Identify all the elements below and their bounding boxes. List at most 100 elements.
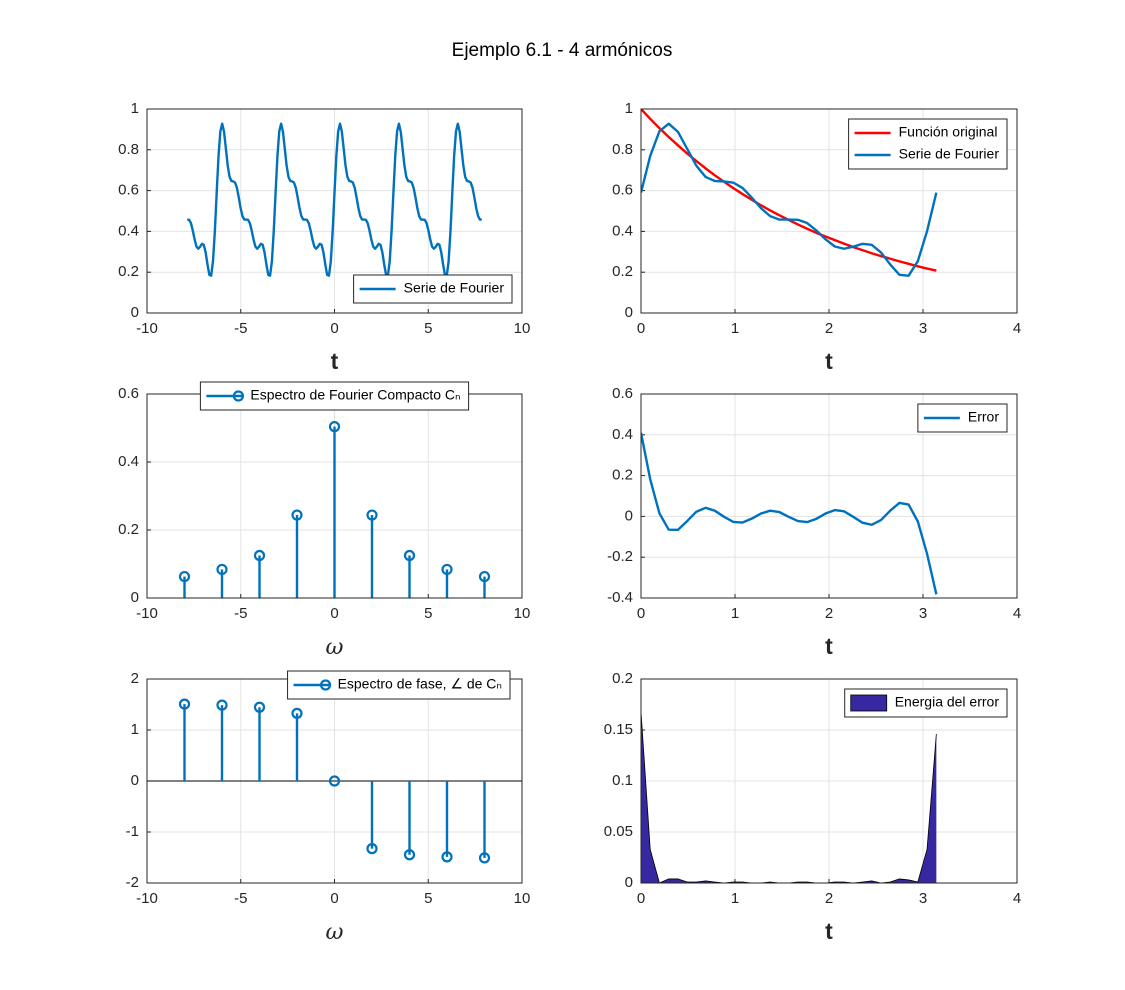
x-axis-label: t xyxy=(825,633,833,659)
y-tick-label: 0.2 xyxy=(612,670,633,687)
stem-marker xyxy=(328,775,341,787)
plot-layer xyxy=(187,122,482,277)
legend-label: Error xyxy=(968,409,999,425)
plot-layer xyxy=(147,698,522,864)
y-tick-label: 0.6 xyxy=(612,385,633,402)
legend-marker xyxy=(232,390,244,402)
x-axis-label: ω xyxy=(326,635,344,660)
plot-layer xyxy=(641,109,938,277)
line xyxy=(187,122,482,277)
y-tick-label: 0.4 xyxy=(612,222,633,239)
axes: 0 1 2 3 4 0 0.05 0.1 0.15 0.2 t Energia del error xyxy=(604,670,1021,944)
legend: Serie de Fourier xyxy=(353,274,513,304)
y-tick-label: 0.8 xyxy=(612,141,633,158)
plot-layer xyxy=(147,421,522,598)
x-tick-label: 1 xyxy=(731,890,739,907)
legend: Error xyxy=(917,403,1008,433)
stem-marker xyxy=(366,843,378,855)
x-axis-label: t xyxy=(331,348,339,374)
figure-title: Ejemplo 6.1 - 4 armónicos xyxy=(452,40,673,61)
legend-label: Serie de Fourier xyxy=(404,280,505,296)
legend: Espectro de fase, ∠ de Cₙ xyxy=(287,670,511,700)
y-tick-label: 0.4 xyxy=(118,453,139,470)
axes-frame xyxy=(146,108,523,314)
y-tick-label: 0 xyxy=(131,589,139,606)
x-tick-label: 10 xyxy=(514,320,531,337)
y-tick-label: 0.1 xyxy=(612,772,633,789)
x-tick-label: 1 xyxy=(731,605,739,622)
axes-frame xyxy=(640,108,1018,314)
x-tick-label: 5 xyxy=(424,320,432,337)
x-tick-label: 2 xyxy=(825,320,833,337)
stem-marker xyxy=(253,549,266,562)
stem-marker xyxy=(403,849,416,861)
x-tick-label: -10 xyxy=(136,890,158,907)
x-tick-label: -10 xyxy=(136,605,158,622)
x-tick-label: 2 xyxy=(825,890,833,907)
y-tick-label: 0 xyxy=(625,507,633,524)
y-tick-label: 1 xyxy=(625,100,633,117)
stem-marker xyxy=(291,707,303,719)
legend-label: Espectro de Fourier Compacto Cₙ xyxy=(250,387,460,403)
y-tick-label: 0.2 xyxy=(612,263,633,280)
y-tick-label: 0.2 xyxy=(612,467,633,484)
stem-marker xyxy=(441,563,453,576)
y-tick-label: 0.6 xyxy=(612,182,633,199)
legend-box xyxy=(199,381,470,411)
stem-marker xyxy=(478,852,491,864)
x-tick-label: -10 xyxy=(136,320,158,337)
stem-marker xyxy=(366,509,378,521)
y-tick-label: 0.2 xyxy=(118,263,139,280)
stem-marker xyxy=(478,570,491,583)
legend-label: Serie de Fourier xyxy=(899,146,1000,162)
x-tick-label: 0 xyxy=(330,890,338,907)
x-tick-label: -5 xyxy=(234,605,247,622)
y-tick-label: 1 xyxy=(131,721,139,738)
y-tick-label: -1 xyxy=(126,823,139,840)
x-tick-label: -5 xyxy=(234,320,247,337)
y-tick-label: 0.6 xyxy=(118,182,139,199)
x-tick-label: 0 xyxy=(330,320,338,337)
y-tick-label: 0 xyxy=(131,304,139,321)
y-tick-label: 0.2 xyxy=(118,521,139,538)
axes: -10 -5 0 5 10 0 0.2 0.4 0.6 0.8 1 t Serie de Fourier xyxy=(118,100,530,374)
legend-label: Espectro de fase, ∠ de Cₙ xyxy=(338,676,502,692)
y-tick-label: 0 xyxy=(131,772,139,789)
legend: Función original Serie de Fourier xyxy=(848,118,1008,170)
line xyxy=(641,432,938,595)
stem-marker xyxy=(291,509,303,521)
stem-marker xyxy=(328,421,341,433)
x-tick-label: 3 xyxy=(919,320,927,337)
axes-frame xyxy=(640,678,1018,884)
y-tick-label: -2 xyxy=(126,874,139,891)
y-tick-label: 0.4 xyxy=(612,426,633,443)
y-tick-label: 0.15 xyxy=(604,721,633,738)
y-tick-label: 2 xyxy=(131,670,139,687)
x-tick-label: 5 xyxy=(424,890,432,907)
y-tick-label: 0.8 xyxy=(118,141,139,158)
y-tick-label: 0.4 xyxy=(118,222,139,239)
x-tick-label: -5 xyxy=(234,890,247,907)
legend-box xyxy=(848,118,1008,170)
legend: Energia del error xyxy=(844,688,1008,718)
x-tick-label: 3 xyxy=(919,890,927,907)
legend-box xyxy=(353,274,513,304)
area-edge xyxy=(641,711,937,883)
y-tick-label: 0.6 xyxy=(118,385,139,402)
stem-marker xyxy=(216,699,228,711)
y-tick-label: 0 xyxy=(625,874,633,891)
stem-marker xyxy=(441,851,453,863)
x-axis-label: t xyxy=(825,348,833,374)
x-tick-label: 1 xyxy=(731,320,739,337)
x-tick-label: 10 xyxy=(514,605,531,622)
legend-label: Energia del error xyxy=(895,694,1000,710)
x-tick-label: 10 xyxy=(514,890,531,907)
line xyxy=(641,122,938,277)
x-axis-label: ω xyxy=(326,920,344,945)
x-tick-label: 3 xyxy=(919,605,927,622)
y-tick-label: 0 xyxy=(625,304,633,321)
axes: 0 1 2 3 4 -0.4 -0.2 0 0.2 0.4 0.6 t Error xyxy=(607,385,1021,659)
axes: 0 1 2 3 4 0 0.2 0.4 0.6 0.8 1 t Función original Seri… xyxy=(612,100,1021,374)
stem-marker xyxy=(216,563,228,576)
